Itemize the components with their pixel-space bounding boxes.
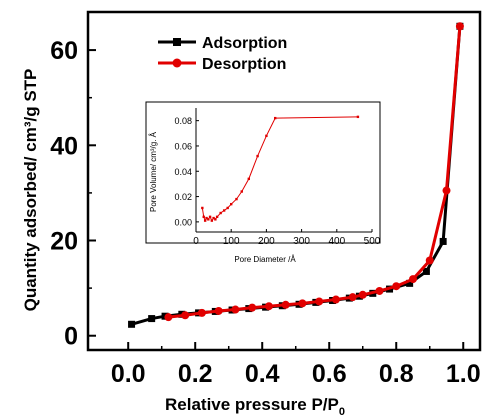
- legend-item-adsorption: Adsorption: [158, 35, 287, 52]
- inset-y-axis-label: Pore Volume/ cm³/g. Å: [149, 131, 158, 212]
- data-point-adsorption: [422, 267, 430, 275]
- inset-data-point: [274, 116, 277, 120]
- inset-y-tick-label: 0.06: [174, 141, 192, 151]
- x-tick-label: 0.2: [178, 360, 213, 388]
- legend: Adsorption Desorption: [158, 35, 287, 73]
- x-tick-label: 0.6: [312, 360, 347, 388]
- data-point-adsorption: [406, 279, 414, 287]
- inset-data-point: [201, 206, 204, 210]
- inset-x-tick-label: 400: [328, 236, 345, 247]
- inset-data-point: [210, 219, 214, 222]
- legend-marker-adsorption: [173, 38, 181, 46]
- inset-x-tick-label: 300: [293, 236, 310, 247]
- inset-data-point: [235, 197, 238, 201]
- data-point-adsorption: [148, 315, 156, 323]
- inset-data-point: [208, 215, 212, 219]
- inset-x-tick-label: 500: [364, 236, 381, 247]
- y-tick-label: 60: [50, 37, 78, 65]
- x-axis-label-subscript: 0: [339, 406, 345, 417]
- x-tick-label: 0.4: [245, 360, 280, 388]
- inset-data-point: [219, 211, 222, 215]
- data-point-desorption: [408, 275, 417, 284]
- data-point-desorption: [264, 302, 273, 311]
- inset-x-tick-label: 100: [223, 236, 240, 247]
- inset-data-point: [214, 218, 217, 221]
- inset-y-tick-label: 0.02: [174, 192, 192, 202]
- inset-data-point: [202, 215, 205, 219]
- inset-y-tick-label: 0.04: [174, 167, 192, 177]
- inset-data-point: [205, 216, 208, 220]
- main-plot-frame: [86, 10, 482, 352]
- inset-x-axis-label: Pore Diameter /Å: [234, 255, 296, 264]
- main-series: [128, 22, 464, 328]
- data-point-desorption: [197, 308, 206, 317]
- inset-x-tick-label: 200: [258, 236, 275, 247]
- data-point-desorption: [231, 305, 240, 314]
- y-tick-label: 0: [64, 323, 78, 351]
- data-point-desorption: [425, 256, 434, 265]
- data-point-desorption: [181, 311, 190, 320]
- legend-item-desorption: Desorption: [158, 56, 286, 73]
- x-axis-label: Relative pressure P/P0: [165, 395, 345, 417]
- inset-x-tick-label: 0: [193, 236, 199, 247]
- main-ticks: 0.0 0.2 0.4 0.6 0.8 1.0 0 20 40 60: [50, 37, 480, 388]
- inset-data-point: [265, 134, 268, 138]
- inset-data-point: [230, 202, 233, 206]
- legend-label-desorption: Desorption: [202, 56, 286, 73]
- data-point-desorption: [331, 295, 340, 304]
- inset-data-point: [212, 216, 215, 220]
- legend-label-adsorption: Adsorption: [202, 35, 287, 52]
- x-tick-label: 1.0: [446, 360, 481, 388]
- legend-marker-desorption: [172, 58, 182, 68]
- main-axes: [86, 10, 482, 352]
- inset-chart: 0 100 200 300 400 500 0.00 0.02 0.04 0.06 0.08 Por…: [145, 101, 381, 264]
- data-point-desorption: [348, 293, 357, 302]
- inset-data-point: [256, 154, 259, 158]
- inset-data-point: [247, 177, 250, 181]
- x-tick-label: 0.0: [111, 360, 146, 388]
- data-point-desorption: [281, 300, 290, 309]
- y-tick-label: 20: [50, 228, 78, 256]
- data-point-desorption: [164, 313, 173, 322]
- data-point-adsorption: [128, 320, 136, 328]
- inset-data-point: [207, 218, 210, 221]
- x-tick-label: 0.8: [379, 360, 414, 388]
- inset-data-point: [222, 209, 226, 212]
- inset-data-point: [226, 206, 229, 210]
- inset-frame: [145, 101, 381, 244]
- inset-data-point: [356, 115, 360, 119]
- inset-series: [201, 115, 360, 222]
- y-axis-label: Quantity adsorbed/ cm³/g STP: [21, 69, 40, 312]
- data-point-desorption: [315, 297, 324, 306]
- data-point-desorption: [214, 306, 223, 315]
- data-point-desorption: [375, 286, 384, 295]
- inset-data-point: [215, 215, 219, 219]
- inset-y-tick-label: 0.08: [174, 116, 192, 126]
- data-point-adsorption: [439, 237, 447, 245]
- data-point-desorption: [455, 22, 464, 31]
- data-point-desorption: [442, 186, 451, 195]
- data-point-desorption: [358, 290, 367, 299]
- inset-data-point: [203, 219, 207, 222]
- data-point-desorption: [298, 299, 307, 308]
- data-point-desorption: [392, 282, 401, 291]
- inset-ticks: 0 100 200 300 400 500 0.00 0.02 0.04 0.06 0.08: [174, 108, 381, 247]
- y-tick-label: 40: [50, 132, 78, 160]
- inset-y-tick-label: 0.00: [174, 217, 192, 227]
- inset-data-point: [240, 190, 243, 193]
- data-point-desorption: [248, 303, 257, 312]
